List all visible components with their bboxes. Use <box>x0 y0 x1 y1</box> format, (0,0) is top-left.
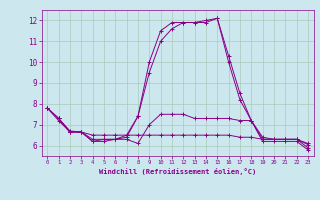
X-axis label: Windchill (Refroidissement éolien,°C): Windchill (Refroidissement éolien,°C) <box>99 168 256 175</box>
